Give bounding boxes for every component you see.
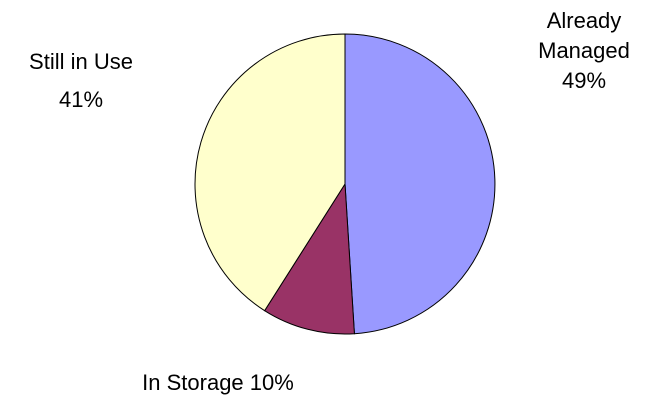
pie-slice-in-storage bbox=[263, 182, 355, 335]
slice-label-line: 49% bbox=[562, 68, 606, 93]
pie-labels: Already Managed 49% In Storage 10% Still in … bbox=[29, 8, 630, 395]
pie-slice-still-in-use bbox=[194, 33, 346, 312]
slice-label-line: 41% bbox=[59, 87, 103, 112]
slice-label-line: Managed bbox=[538, 38, 630, 63]
pie-slices bbox=[194, 33, 496, 335]
slice-label-already-managed: Already Managed 49% bbox=[538, 8, 630, 93]
pie-slice-already-managed bbox=[344, 33, 496, 335]
slice-label-line: Still in Use bbox=[29, 49, 133, 74]
slice-label-in-storage: In Storage 10% bbox=[142, 370, 294, 395]
slice-label-still-in-use: Still in Use 41% bbox=[29, 49, 133, 112]
slice-label-line: Already bbox=[547, 8, 622, 33]
slice-label-line: In Storage 10% bbox=[142, 370, 294, 395]
